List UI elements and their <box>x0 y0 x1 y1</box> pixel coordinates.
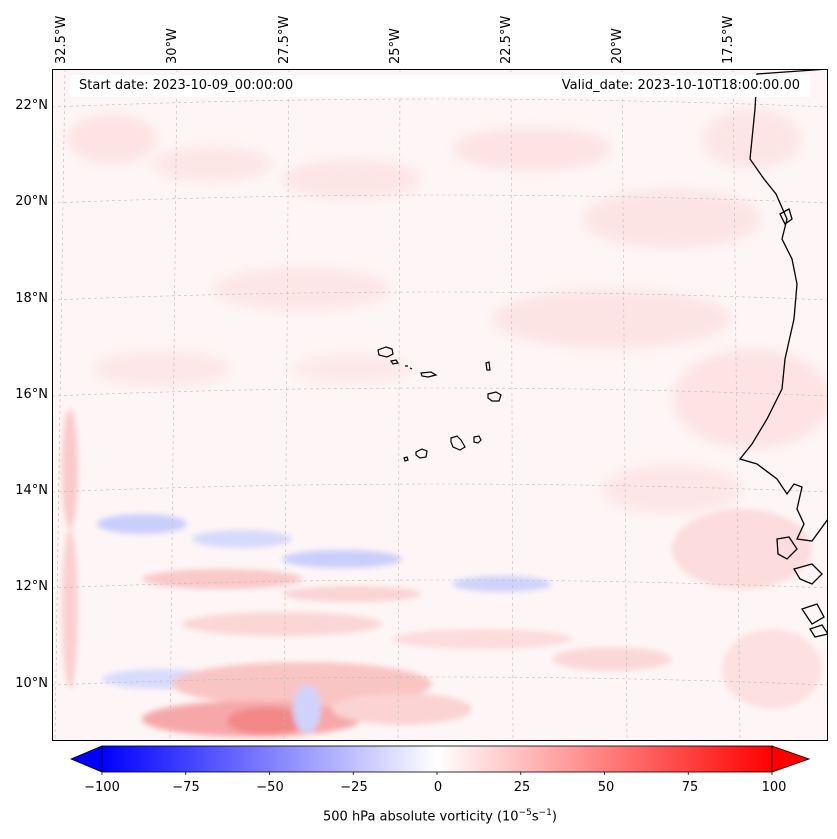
graticule <box>52 69 828 741</box>
lon-label-17-5w: 17.5°W <box>721 15 736 64</box>
cb-tick-25: 25 <box>513 780 531 795</box>
lon-label-22-5w: 22.5°W <box>499 15 514 64</box>
colorbar-label-exp1: −5 <box>518 808 532 818</box>
lon-label-27-5w: 27.5°W <box>277 15 292 64</box>
colorbar-label-main: 500 hPa absolute vorticity (10 <box>323 809 519 825</box>
lat-label-16n: 16°N <box>15 387 48 402</box>
cb-tick-neg25: −25 <box>340 780 368 795</box>
map-frame <box>52 69 828 741</box>
lon-label-30w: 30°W <box>165 28 180 64</box>
cape-verde-islands <box>377 346 502 462</box>
cb-tick-50: 50 <box>597 780 615 795</box>
colorbar <box>70 745 810 775</box>
colorbar-label-exp2: −1 <box>538 808 552 818</box>
colorbar-label-mid: s <box>531 809 539 825</box>
valid-date-label: Valid_date: 2023-10-10T18:00:00.00 <box>561 78 800 93</box>
colorbar-gradient <box>101 745 773 773</box>
lon-label-25w: 25°W <box>388 28 403 64</box>
cb-tick-0: 0 <box>433 780 443 795</box>
cb-tick-neg75: −75 <box>172 780 200 795</box>
african-coastline <box>738 69 828 638</box>
vorticity-field-south <box>62 409 822 737</box>
cb-tick-neg50: −50 <box>256 780 284 795</box>
cb-tick-75: 75 <box>681 780 699 795</box>
colorbar-label-end: ) <box>551 809 557 825</box>
vorticity-field-north <box>67 109 828 514</box>
cb-tick-neg100: −100 <box>84 780 120 795</box>
header-strip <box>70 75 810 97</box>
lat-label-22n: 22°N <box>15 98 48 113</box>
lat-label-18n: 18°N <box>15 291 48 306</box>
lat-label-14n: 14°N <box>15 483 48 498</box>
vorticity-map <box>52 69 828 741</box>
colorbar-label: 500 hPa absolute vorticity (10−5s−1) <box>0 808 837 824</box>
lat-label-10n: 10°N <box>15 676 48 691</box>
lat-label-12n: 12°N <box>15 579 48 594</box>
colorbar-tick-marks <box>101 772 773 775</box>
lon-label-32-5w: 32.5°W <box>54 15 69 64</box>
cb-tick-100: 100 <box>761 780 787 795</box>
lon-label-20w: 20°W <box>610 28 625 64</box>
lat-label-20n: 20°N <box>15 194 48 209</box>
colorbar-max-extend <box>771 745 810 773</box>
start-date-label: Start date: 2023-10-09_00:00:00 <box>79 78 294 93</box>
colorbar-min-extend <box>70 745 103 773</box>
